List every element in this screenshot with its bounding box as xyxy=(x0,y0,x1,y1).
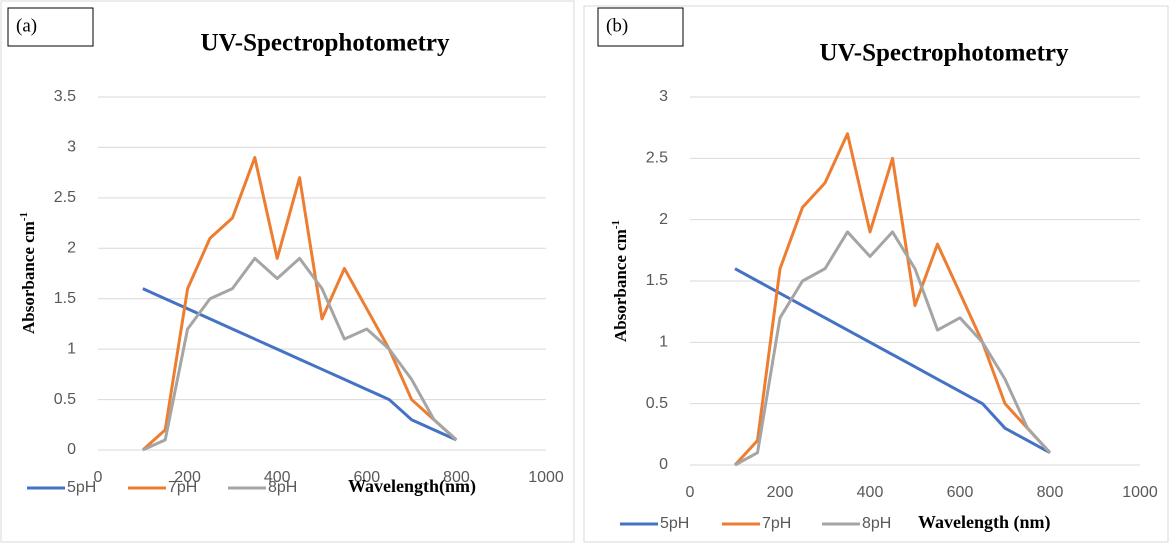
x-tick-label: 800 xyxy=(1037,484,1064,501)
x-tick-label: 400 xyxy=(264,469,291,486)
y-tick-label: 2 xyxy=(659,211,668,228)
x-axis-label: Wavelength (nm) xyxy=(918,512,1051,533)
y-tick-label: 0 xyxy=(67,441,76,458)
x-tick-label: 200 xyxy=(767,484,794,501)
y-tick-label: 1 xyxy=(659,334,668,351)
x-tick-label: 0 xyxy=(686,484,695,501)
x-tick-label: 200 xyxy=(174,469,201,486)
chart-title: UV-Spectrophotometry xyxy=(819,40,1069,67)
x-tick-label: 1000 xyxy=(1122,484,1158,501)
legend-label: 8pH xyxy=(862,515,891,532)
y-axis-label-superscript: -1 xyxy=(610,220,622,229)
x-tick-label: 600 xyxy=(947,484,974,501)
panel-border xyxy=(583,5,1169,543)
series-line xyxy=(142,287,458,442)
series-line xyxy=(734,267,1051,455)
label-box xyxy=(7,7,94,47)
y-tick-label: 1.5 xyxy=(54,290,76,307)
y-tick-label: 2 xyxy=(67,240,76,257)
x-tick-label: 800 xyxy=(443,469,470,486)
y-axis-label: Absorbance cm-1 xyxy=(18,212,38,334)
panel-label: (a) xyxy=(16,15,37,36)
panel-label: (b) xyxy=(606,15,628,36)
y-tick-label: 2.5 xyxy=(646,150,668,167)
y-tick-label: 3 xyxy=(67,139,76,156)
y-axis-label-text: Absorbance cm xyxy=(611,229,630,342)
y-tick-label: 0.5 xyxy=(54,391,76,408)
series-line xyxy=(734,230,1052,467)
panel-border xyxy=(0,0,575,543)
y-tick-label: 3 xyxy=(659,88,668,105)
legend-label: 7pH xyxy=(762,515,791,532)
y-tick-label: 1.5 xyxy=(646,272,668,289)
y-axis-label-text: Absorbance cm xyxy=(19,221,38,334)
series-line xyxy=(733,132,1052,467)
x-tick-label: 600 xyxy=(353,469,380,486)
legend-label: 8pH xyxy=(268,479,297,496)
y-tick-label: 2.5 xyxy=(54,189,76,206)
chart-title: UV-Spectrophotometry xyxy=(200,30,450,57)
series-line xyxy=(141,156,458,452)
legend-label: 7pH xyxy=(168,479,197,496)
y-axis-label-superscript: -1 xyxy=(18,212,30,221)
legend-label: 5pH xyxy=(67,479,96,496)
x-tick-label: 0 xyxy=(94,469,103,486)
y-tick-label: 0.5 xyxy=(646,395,668,412)
legend-label: 5pH xyxy=(660,515,689,532)
y-axis-label: Absorbance cm-1 xyxy=(610,220,630,342)
x-tick-label: 400 xyxy=(857,484,884,501)
y-tick-label: 1 xyxy=(67,340,76,357)
series-line xyxy=(142,256,458,452)
x-tick-label: 1000 xyxy=(528,469,564,486)
y-tick-label: 3.5 xyxy=(54,88,76,105)
y-tick-label: 0 xyxy=(659,456,668,473)
x-axis-label: Wavelength(nm) xyxy=(348,476,476,497)
label-box xyxy=(597,7,684,47)
